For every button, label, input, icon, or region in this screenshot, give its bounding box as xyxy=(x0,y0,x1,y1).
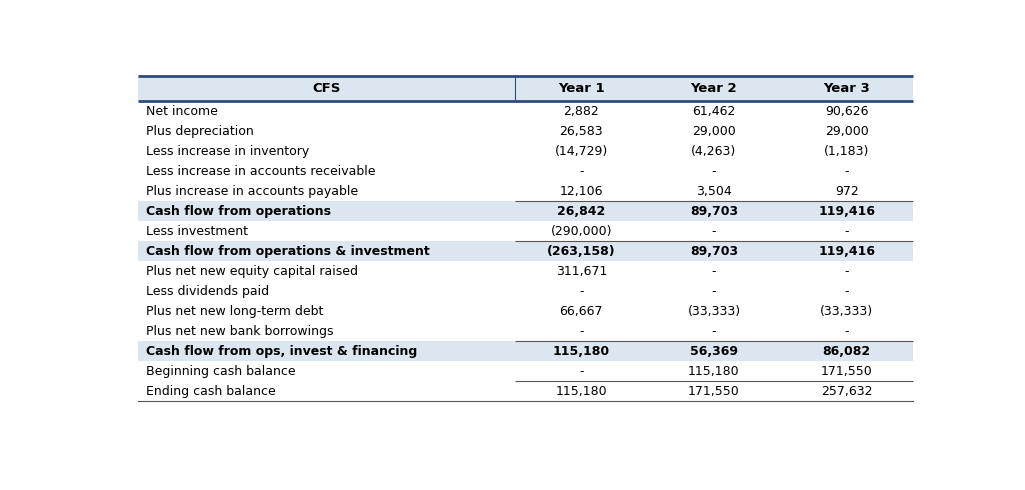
Text: 90,626: 90,626 xyxy=(825,105,868,118)
Text: 119,416: 119,416 xyxy=(818,245,875,258)
Text: Net income: Net income xyxy=(146,105,217,118)
Text: (1,183): (1,183) xyxy=(824,145,869,158)
Text: (33,333): (33,333) xyxy=(688,305,740,318)
Text: 12,106: 12,106 xyxy=(560,185,603,198)
Bar xyxy=(137,261,913,281)
Text: Year 2: Year 2 xyxy=(691,82,737,95)
Text: 257,632: 257,632 xyxy=(821,385,872,398)
Text: Cash flow from operations & investment: Cash flow from operations & investment xyxy=(146,245,429,258)
Text: 61,462: 61,462 xyxy=(692,105,736,118)
Text: CFS: CFS xyxy=(313,82,340,95)
Bar xyxy=(137,142,913,161)
Text: 115,180: 115,180 xyxy=(556,385,607,398)
Text: 26,842: 26,842 xyxy=(558,205,606,218)
Text: 89,703: 89,703 xyxy=(690,245,738,258)
Text: -: - xyxy=(579,165,583,178)
Bar xyxy=(137,362,913,381)
Bar xyxy=(137,221,913,242)
Text: Ending cash balance: Ending cash balance xyxy=(146,385,276,398)
Text: (33,333): (33,333) xyxy=(820,305,873,318)
Text: -: - xyxy=(845,325,849,338)
Text: Cash flow from ops, invest & financing: Cash flow from ops, invest & financing xyxy=(146,345,417,358)
Text: (263,158): (263,158) xyxy=(547,245,616,258)
Text: 115,180: 115,180 xyxy=(552,345,610,358)
Text: 115,180: 115,180 xyxy=(688,365,740,378)
Text: -: - xyxy=(711,165,716,178)
Text: 3,504: 3,504 xyxy=(696,185,732,198)
Text: 119,416: 119,416 xyxy=(818,205,875,218)
Text: (290,000): (290,000) xyxy=(550,225,612,238)
Text: 29,000: 29,000 xyxy=(692,125,736,138)
Text: Less increase in accounts receivable: Less increase in accounts receivable xyxy=(146,165,375,178)
Bar xyxy=(137,381,913,401)
Text: Year 1: Year 1 xyxy=(558,82,605,95)
Text: 86,082: 86,082 xyxy=(823,345,870,358)
Text: -: - xyxy=(845,285,849,298)
Text: Plus net new bank borrowings: Plus net new bank borrowings xyxy=(146,325,333,338)
Text: 89,703: 89,703 xyxy=(690,205,738,218)
Text: Plus net new equity capital raised: Plus net new equity capital raised xyxy=(146,265,358,278)
Text: 56,369: 56,369 xyxy=(690,345,738,358)
Text: 26,583: 26,583 xyxy=(560,125,603,138)
Text: -: - xyxy=(579,325,583,338)
Bar xyxy=(137,301,913,321)
Text: Less increase in inventory: Less increase in inventory xyxy=(146,145,309,158)
Text: -: - xyxy=(845,265,849,278)
Text: 311,671: 311,671 xyxy=(556,265,607,278)
Bar xyxy=(137,76,913,101)
Text: -: - xyxy=(845,165,849,178)
Bar xyxy=(137,242,913,261)
Bar xyxy=(137,281,913,301)
Text: Plus net new long-term debt: Plus net new long-term debt xyxy=(146,305,323,318)
Text: Year 3: Year 3 xyxy=(823,82,870,95)
Text: 29,000: 29,000 xyxy=(825,125,868,138)
Bar xyxy=(137,101,913,122)
Text: -: - xyxy=(845,225,849,238)
Text: (14,729): (14,729) xyxy=(555,145,608,158)
Text: Cash flow from operations: Cash flow from operations xyxy=(146,205,331,218)
Text: Beginning cash balance: Beginning cash balance xyxy=(146,365,295,378)
Text: 972: 972 xyxy=(834,185,859,198)
Text: 66,667: 66,667 xyxy=(560,305,603,318)
Text: -: - xyxy=(711,265,716,278)
Text: Less investment: Less investment xyxy=(146,225,248,238)
Text: (4,263): (4,263) xyxy=(691,145,737,158)
Text: -: - xyxy=(711,225,716,238)
Bar xyxy=(137,321,913,342)
Text: 171,550: 171,550 xyxy=(688,385,740,398)
Text: -: - xyxy=(711,285,716,298)
Text: -: - xyxy=(579,365,583,378)
Text: Less dividends paid: Less dividends paid xyxy=(146,285,269,298)
Bar xyxy=(137,342,913,362)
Text: -: - xyxy=(579,285,583,298)
Text: 2,882: 2,882 xyxy=(564,105,600,118)
Text: Plus depreciation: Plus depreciation xyxy=(146,125,253,138)
Bar xyxy=(137,161,913,181)
Bar xyxy=(137,181,913,201)
Bar xyxy=(137,201,913,221)
Text: Plus increase in accounts payable: Plus increase in accounts payable xyxy=(146,185,358,198)
Text: -: - xyxy=(711,325,716,338)
Bar xyxy=(137,122,913,142)
Text: 171,550: 171,550 xyxy=(821,365,872,378)
